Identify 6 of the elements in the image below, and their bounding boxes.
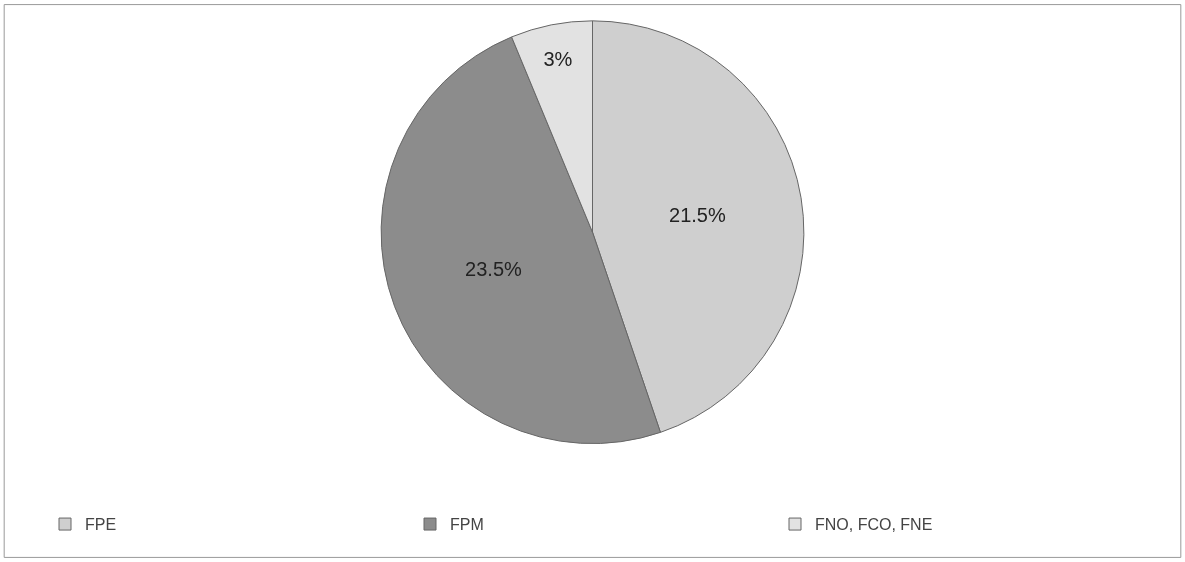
data-label: 21.5%	[669, 203, 726, 226]
data-label: 3%	[543, 47, 573, 70]
legend-label: FPM	[450, 516, 484, 534]
legend-label: FNO, FCO, FNE	[815, 516, 933, 534]
legend-label: FPE	[85, 516, 117, 534]
data-label: 23.5%	[465, 258, 523, 281]
